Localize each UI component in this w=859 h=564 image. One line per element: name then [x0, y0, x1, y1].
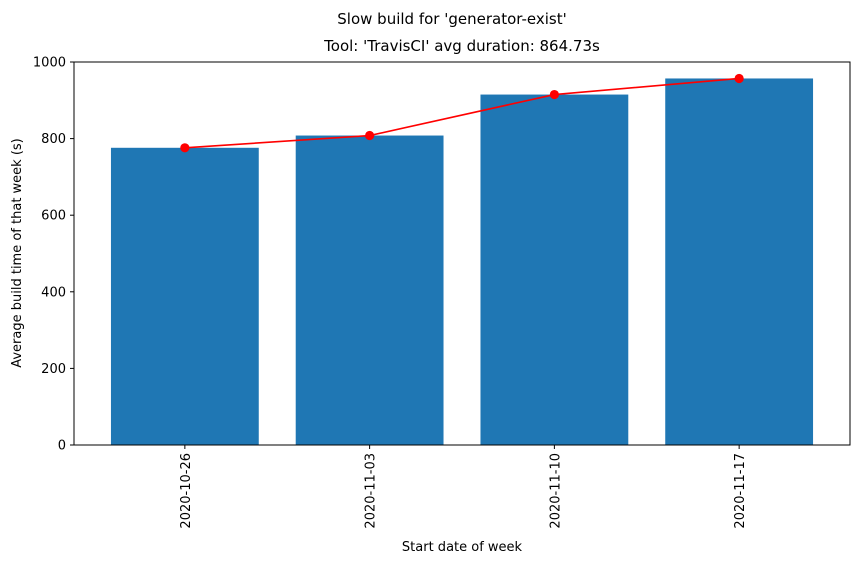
y-tick-label: 1000 — [33, 56, 66, 71]
trend-marker — [734, 73, 744, 84]
chart-title: Tool: 'TravisCI' avg duration: 864.73s — [323, 37, 600, 55]
trend-marker — [549, 89, 559, 100]
trend-line — [184, 77, 740, 149]
x-tick-label: 2020-11-03 — [364, 453, 379, 529]
x-axis-label: Start date of week — [402, 540, 523, 555]
bar — [110, 147, 259, 446]
plot-area: 0 200 400 600 800 1000 2020-10-26 2020-11-03 202… — [33, 56, 851, 529]
y-tick-label: 800 — [41, 132, 66, 147]
trend-marker — [365, 130, 375, 141]
bar — [295, 135, 444, 445]
x-tick-label: 2020-11-17 — [733, 453, 748, 529]
x-tick-label: 2020-11-10 — [548, 453, 563, 529]
y-tick-label: 400 — [41, 285, 66, 300]
y-tick-label: 600 — [41, 209, 66, 224]
y-tick-label: 200 — [41, 362, 66, 377]
x-tick-label: 2020-10-26 — [179, 453, 194, 529]
y-tick-label: 0 — [58, 439, 66, 454]
bar — [480, 94, 629, 446]
figure-suptitle: Slow build for 'generator-exist' — [337, 10, 566, 28]
axes-frame — [73, 61, 851, 446]
y-axis-label: Average build time of that week (s) — [10, 138, 25, 368]
trend-marker — [180, 143, 190, 153]
bar — [665, 78, 814, 446]
